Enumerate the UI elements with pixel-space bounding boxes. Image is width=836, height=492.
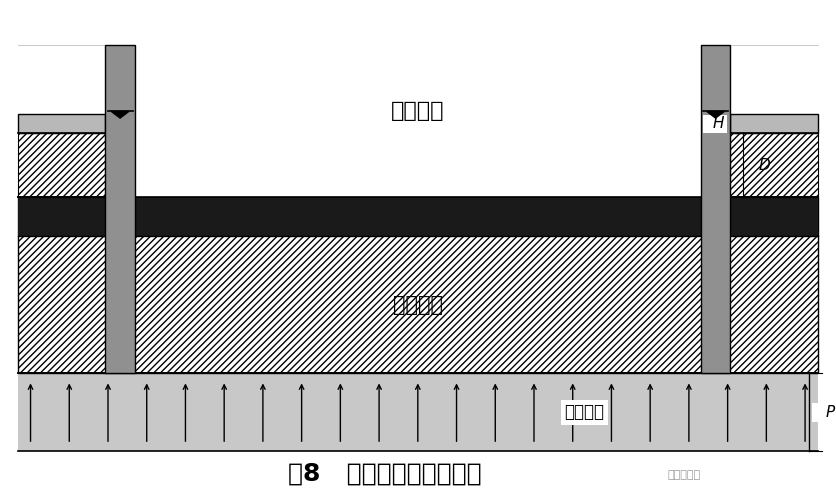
Bar [18,197,817,236]
Bar [729,114,817,133]
Bar [700,133,729,197]
Text: H: H [712,116,723,131]
Bar [702,115,726,132]
Polygon shape [706,112,723,118]
Bar [18,373,817,452]
Bar [700,45,729,373]
Bar [18,114,105,133]
Bar [729,133,817,197]
Text: P: P [824,405,833,420]
Bar [105,133,135,197]
Text: 基坑底部: 基坑底部 [390,101,444,122]
Bar [18,197,817,373]
Text: 拉森钢板桩: 拉森钢板桩 [667,470,700,480]
Text: 图8   地下水层分布示意图: 图8 地下水层分布示意图 [288,461,481,486]
Bar [105,45,135,373]
Bar [811,402,836,422]
Bar [135,45,700,197]
Text: 不透水层: 不透水层 [392,295,442,315]
Polygon shape [111,112,129,118]
Text: D: D [757,158,769,173]
Text: 承压水层: 承压水层 [563,403,604,421]
Bar [18,133,105,197]
